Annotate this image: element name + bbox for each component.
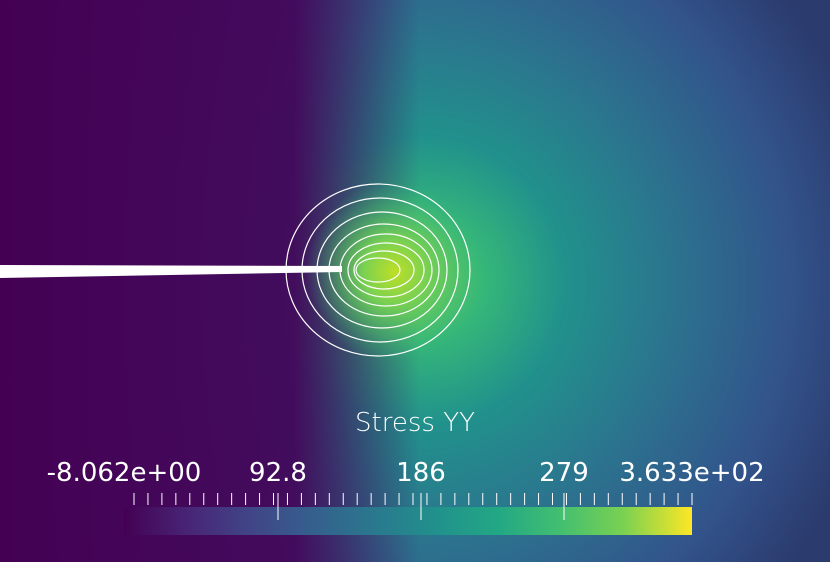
scalar-bar-label-max: 3.633e+02 [619, 458, 765, 488]
scalar-bar-label-3: 279 [539, 458, 589, 488]
crack-tip-high-stress [305, 182, 485, 362]
scalar-bar-label-2: 186 [396, 458, 446, 488]
scalar-bar-title: Stress YY [355, 408, 475, 438]
scalar-bar-gradient [124, 507, 692, 535]
stress-contours [285, 183, 471, 357]
scalar-bar-label-1: 92.8 [249, 458, 307, 488]
scalar-bar-ticks [133, 493, 693, 520]
scalar-bar-label-min: -8.062e+00 [46, 458, 202, 488]
crack [0, 265, 342, 278]
